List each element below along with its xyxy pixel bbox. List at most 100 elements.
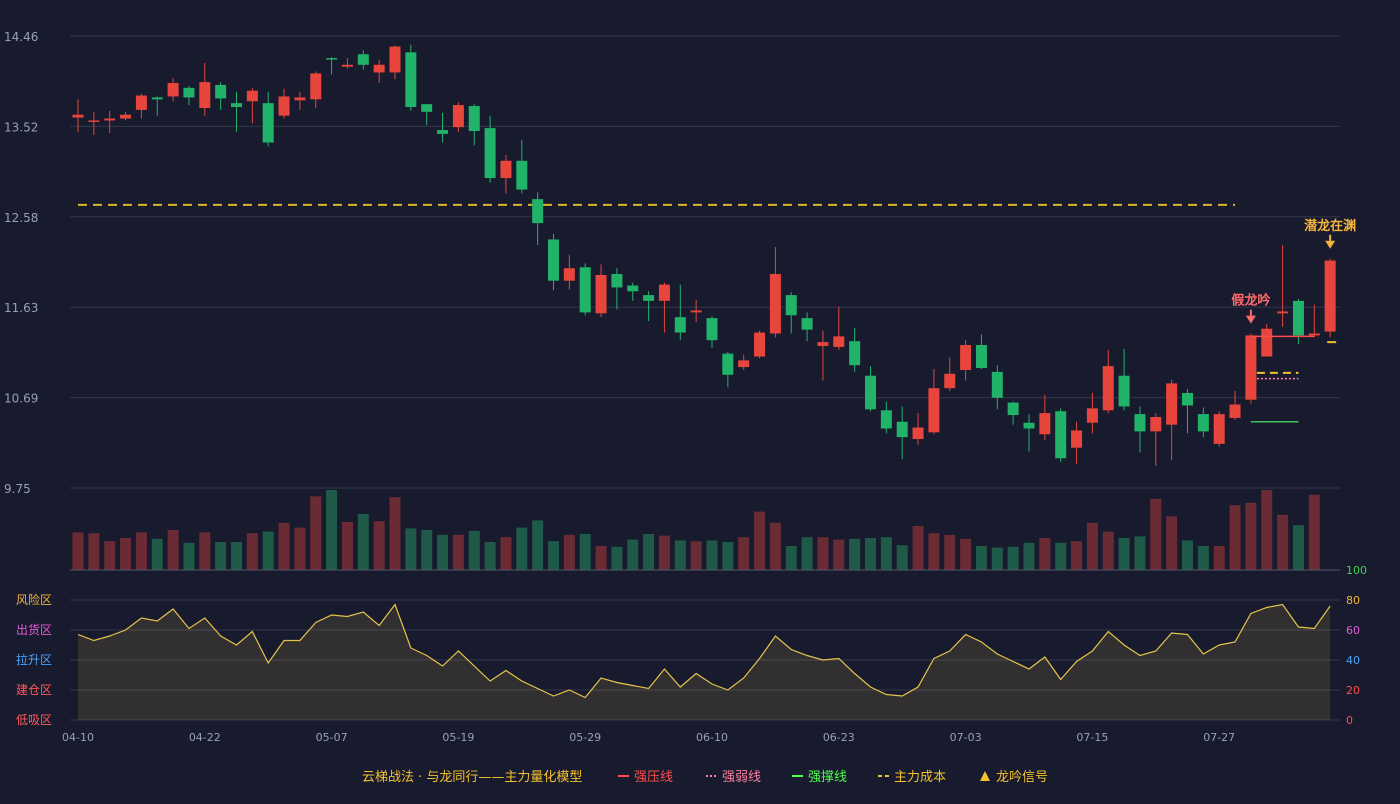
price-tick-label: 10.69 <box>4 392 38 406</box>
candle-body <box>785 295 797 316</box>
legend: 云梯战法 · 与龙同行——主力量化模型 强压线 强弱线 强撑线 主力成本 龙吟信号 <box>362 769 1048 785</box>
candle-body <box>262 103 274 143</box>
candle-body <box>500 160 512 179</box>
volume-bar <box>1134 536 1146 570</box>
volume-bar <box>215 542 227 570</box>
candle-body <box>928 388 940 433</box>
candle-body <box>1245 335 1257 400</box>
volume-bar <box>1261 490 1273 570</box>
volume-bar <box>1150 498 1162 570</box>
candle-body <box>563 268 575 281</box>
candle-body <box>865 375 876 410</box>
candle-body <box>1102 366 1114 411</box>
volume-bar <box>1229 505 1241 570</box>
volume-bar <box>579 534 591 570</box>
price-tick-label: 12.58 <box>4 211 38 225</box>
volume-bar <box>896 545 908 570</box>
candle-body <box>341 64 353 67</box>
volume-bar <box>1023 542 1035 570</box>
volume-bar <box>500 537 512 570</box>
candle-body <box>1229 404 1241 418</box>
volume-bar <box>88 533 100 570</box>
volume-bar <box>1118 538 1130 570</box>
candle-body <box>738 360 750 368</box>
volume-bar <box>960 538 972 570</box>
oscillator-line <box>77 603 1331 699</box>
candle-body <box>1308 333 1320 336</box>
candle-body <box>690 310 702 313</box>
zone-label: 出货区 <box>16 622 52 637</box>
volume-bar <box>754 511 766 570</box>
osc-tick-label: 40 <box>1346 654 1360 667</box>
candle-body <box>817 342 829 346</box>
volume-bar <box>373 521 385 570</box>
x-tick-label: 07-03 <box>950 731 982 744</box>
volume-bar <box>1308 494 1320 570</box>
candle-body <box>167 83 179 97</box>
signal-arrow <box>1325 240 1336 249</box>
volume-bar <box>1086 522 1098 570</box>
volume-bar <box>516 527 528 570</box>
price-tick-label: 13.52 <box>4 120 38 134</box>
candle-body <box>421 104 433 112</box>
volume-bar <box>833 539 845 570</box>
candle-body <box>215 84 227 99</box>
volume-bar <box>120 538 132 570</box>
legend-title: 云梯战法 · 与龙同行——主力量化模型 <box>362 770 582 785</box>
legend-label: 主力成本 <box>894 770 946 785</box>
oscillator-area <box>78 604 1331 720</box>
candle-body <box>231 103 242 108</box>
candle-body <box>516 160 528 190</box>
volume-bar <box>1213 546 1225 570</box>
signal-label: 潜龙在渊 <box>1304 218 1356 234</box>
volume-bar <box>151 538 163 570</box>
volume-bar <box>611 546 623 570</box>
candle-body <box>611 273 623 288</box>
candle-body <box>532 199 544 224</box>
volume-bar <box>72 532 84 570</box>
volume-bar <box>246 533 258 570</box>
candle-body <box>769 273 781 334</box>
volume-bar <box>944 534 956 570</box>
candle-body <box>246 90 258 102</box>
x-tick-label: 04-10 <box>62 731 94 744</box>
candle-body <box>389 46 401 73</box>
osc-tick-label: 100 <box>1346 564 1367 577</box>
volume-bar <box>1007 546 1019 570</box>
volume-bar <box>341 522 353 570</box>
candle-body <box>801 318 813 330</box>
candle-body <box>722 353 734 375</box>
candle-body <box>1182 392 1193 406</box>
osc-tick-label: 60 <box>1346 624 1360 637</box>
candle-body <box>373 64 385 73</box>
volume-bar <box>389 497 401 570</box>
volume-bar <box>183 542 195 570</box>
candle-body <box>468 106 480 132</box>
candle-body <box>1134 414 1146 432</box>
volume-bar <box>738 537 750 570</box>
volume-bar <box>532 520 544 570</box>
candle-body <box>849 341 861 366</box>
candle-body <box>72 114 84 118</box>
candle-body <box>548 239 559 281</box>
price-tick-label: 14.46 <box>4 30 38 44</box>
candle-body <box>944 373 956 389</box>
candle-body <box>1166 383 1178 425</box>
volume-bar <box>1166 516 1178 570</box>
volume-bar <box>880 537 892 570</box>
candle-body <box>643 295 655 301</box>
candle-body <box>1197 414 1209 432</box>
volume-bar <box>1197 546 1209 570</box>
x-tick-label: 07-15 <box>1076 731 1108 744</box>
volume-bar <box>357 514 369 570</box>
candle-body <box>151 97 163 100</box>
signal-arrow <box>1245 315 1256 324</box>
candle-body <box>896 421 908 438</box>
signal-label: 假龙吟 <box>1231 293 1270 309</box>
candle-body <box>880 410 892 429</box>
volume-bar <box>912 526 924 570</box>
volume-bar <box>231 542 242 570</box>
volume-bar <box>1292 525 1304 570</box>
volume-bar <box>1055 542 1067 570</box>
candle-body <box>183 87 195 98</box>
